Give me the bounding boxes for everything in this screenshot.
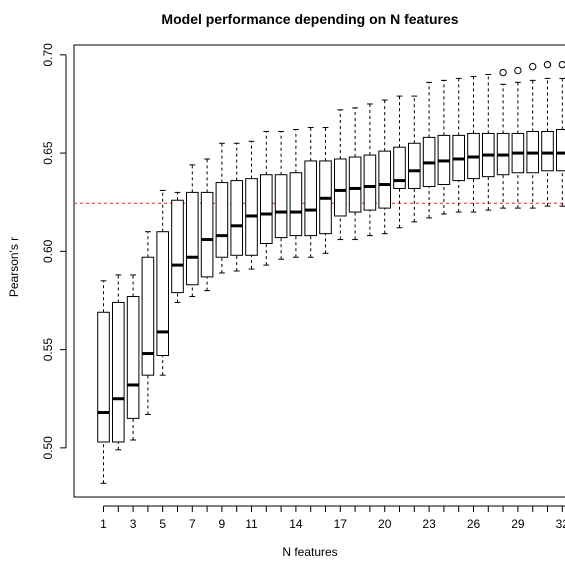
box-31 (541, 60, 554, 207)
box-7 (186, 164, 199, 298)
x-tick-label: 14 (289, 517, 303, 531)
box-29 (511, 66, 525, 209)
box-20 (378, 99, 391, 235)
box-27 (482, 73, 495, 211)
outlier-point (529, 62, 537, 71)
box-32 (556, 60, 565, 207)
x-tick-label: 32 (556, 517, 565, 531)
box-iqr (230, 180, 243, 256)
y-tick-label: 0.50 (41, 436, 55, 460)
x-tick-label: 20 (378, 517, 392, 531)
box-22 (408, 95, 421, 223)
box-12 (260, 130, 273, 266)
box-iqr (156, 231, 169, 357)
box-14 (289, 129, 303, 258)
outlier-point (543, 60, 552, 69)
box-17 (334, 109, 347, 241)
box-21 (393, 95, 406, 229)
box-23 (422, 81, 436, 219)
box-iqr (304, 160, 317, 237)
plot-frame (73, 44, 565, 498)
box-26 (467, 75, 480, 213)
y-axis: 0.50 0.55 0.60 0.65 0.70 (41, 43, 67, 460)
box-iqr (363, 154, 377, 211)
box-13 (274, 130, 288, 260)
box-iqr (541, 130, 554, 172)
box-iqr (126, 296, 140, 419)
box-28 (496, 68, 510, 209)
x-tick-label: 3 (130, 517, 137, 531)
box-19 (363, 103, 377, 237)
x-tick-label: 5 (159, 517, 166, 531)
x-tick-label: 23 (422, 517, 436, 531)
box-11 (245, 140, 258, 270)
outlier-point (558, 60, 565, 69)
box-iqr (171, 199, 184, 294)
box-4 (141, 231, 155, 415)
y-tick-label: 0.65 (41, 141, 55, 165)
box-iqr (393, 146, 406, 189)
outlier-point (514, 66, 522, 75)
box-iqr (215, 182, 229, 258)
chart-title: Model performance depending on N feature… (161, 11, 458, 27)
box-iqr (200, 191, 214, 278)
x-axis: 1 3 5 7 9 11 14 17 20 23 26 29 32 (100, 505, 565, 531)
x-tick-label: 17 (334, 517, 348, 531)
box-iqr (378, 150, 391, 209)
box-iqr (97, 311, 110, 443)
x-tick-label: 9 (219, 517, 226, 531)
box-iqr (274, 174, 288, 239)
box-15 (304, 127, 317, 258)
x-tick-label: 7 (189, 517, 196, 531)
box-18 (348, 107, 362, 241)
box-iqr (408, 142, 421, 189)
box-9 (215, 142, 229, 274)
x-tick-label: 29 (511, 517, 525, 531)
box-30 (526, 62, 540, 209)
box-24 (437, 79, 451, 215)
x-tick-label: 26 (467, 517, 481, 531)
box-iqr (556, 129, 565, 172)
box-1 (97, 280, 110, 484)
outlier-point (499, 68, 507, 77)
box-6 (171, 191, 184, 303)
plot-area (74, 60, 565, 484)
box-iqr (112, 301, 125, 443)
box-iqr (334, 158, 347, 217)
box-16 (319, 127, 332, 254)
box-10 (230, 142, 243, 272)
y-tick-label: 0.60 (41, 239, 55, 263)
box-iqr (260, 174, 273, 244)
box-8 (200, 158, 214, 292)
x-axis-label: N features (282, 545, 337, 559)
box-iqr (141, 256, 155, 376)
box-iqr (289, 172, 303, 237)
box-iqr (348, 156, 362, 213)
box-5 (156, 189, 169, 376)
y-axis-label: Pearson's r (7, 237, 21, 297)
box-25 (452, 77, 465, 213)
y-tick-label: 0.70 (41, 43, 55, 67)
box-iqr (186, 191, 199, 286)
box-2 (112, 274, 125, 451)
y-tick-label: 0.55 (41, 338, 55, 362)
box-3 (126, 274, 140, 441)
x-tick-label: 1 (100, 517, 107, 531)
x-tick-label: 11 (245, 517, 258, 531)
